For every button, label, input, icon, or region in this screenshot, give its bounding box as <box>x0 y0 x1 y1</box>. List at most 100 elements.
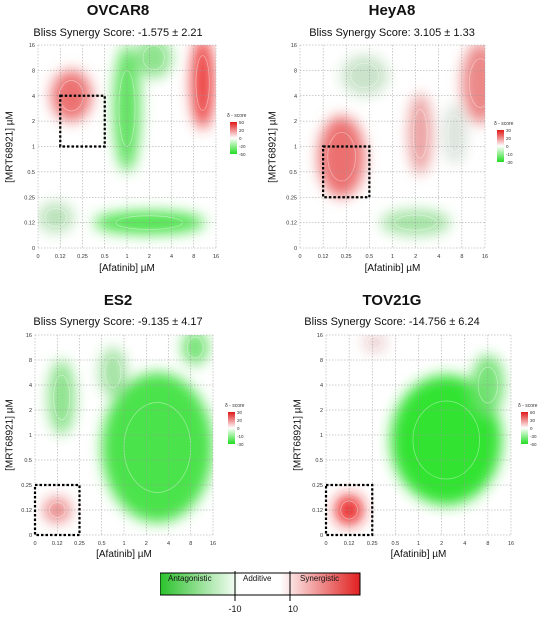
bliss-synergy-score: Bliss Synergy Score: -14.756 ± 6.24 <box>304 316 480 328</box>
x-tick-label: 0.12 <box>52 541 63 547</box>
y-tick-label: 0.12 <box>286 221 297 227</box>
x-tick-label: 16 <box>508 541 514 547</box>
x-tick-label: 8 <box>189 541 192 547</box>
y-tick-label: 4 <box>320 383 323 389</box>
x-tick-label: 0.12 <box>55 254 66 260</box>
legend-tick-label: -10 <box>506 152 513 157</box>
bliss-synergy-score: Bliss Synergy Score: -9.135 ± 4.17 <box>33 316 203 328</box>
x-tick-label: 1 <box>391 254 394 260</box>
x-tick-label: 0 <box>298 254 301 260</box>
legend-colorbar <box>230 122 237 154</box>
synergy-region <box>318 116 365 198</box>
antagonism-region <box>471 355 505 415</box>
y-tick-label: 0.5 <box>24 458 32 464</box>
scale-tick-neg10: -10 <box>228 604 242 614</box>
y-tick-label: 0.12 <box>312 508 323 514</box>
y-tick-label: 4 <box>32 94 35 100</box>
contour-line <box>44 208 67 228</box>
y-tick-label: 2 <box>32 119 35 125</box>
legend-colorbar <box>228 412 235 444</box>
x-tick-label: 16 <box>482 254 488 260</box>
y-tick-label: 16 <box>26 333 32 339</box>
x-tick-label: 2 <box>440 541 443 547</box>
y-tick-label: 8 <box>29 358 32 364</box>
y-tick-label: 0 <box>320 533 323 539</box>
legend-tick-label: -60 <box>530 442 537 447</box>
y-tick-label: 0.25 <box>21 483 32 489</box>
legend-tick-label: 0 <box>530 426 533 431</box>
y-tick-label: 1 <box>29 433 32 439</box>
bliss-synergy-score: Bliss Synergy Score: -1.575 ± 2.21 <box>33 27 203 39</box>
y-tick-label: 2 <box>294 119 297 125</box>
x-tick-label: 16 <box>210 541 216 547</box>
x-tick-label: 0.5 <box>392 541 400 547</box>
legend-tick-label: 0 <box>506 144 509 149</box>
heatmap-plot: 0 0.12 0.25 0.5 1 2 4 8 16 0 0.12 0.25 0.5 1 2 4 8 16 <box>286 43 488 260</box>
x-axis-label: [Afatinib] µM <box>364 263 421 274</box>
antagonism-region <box>135 45 172 78</box>
antagonism-region <box>38 202 74 233</box>
legend-tick-label: -30 <box>530 434 537 439</box>
contour-line <box>412 400 480 480</box>
y-tick-label: 0 <box>29 533 32 539</box>
contour-line <box>142 45 165 71</box>
legend-title: δ - score <box>494 121 514 127</box>
antagonism-region <box>48 360 76 435</box>
legend-title: δ - score <box>227 113 247 119</box>
y-tick-label: 2 <box>29 408 32 414</box>
x-tick-label: 8 <box>460 254 463 260</box>
highlight-box <box>33 483 81 537</box>
antagonism-region <box>181 335 209 365</box>
legend-tick-label: 60 <box>530 410 536 415</box>
legend-title: δ - score <box>518 403 538 409</box>
x-tick-label: 4 <box>463 541 466 547</box>
legend-colorbar <box>521 412 528 444</box>
legend-tick-label: 30 <box>237 410 243 415</box>
x-axis-label: [Afatinib] µM <box>99 263 155 274</box>
x-tick-label: 1 <box>122 541 125 547</box>
y-tick-label: 4 <box>29 383 32 389</box>
contour-line <box>186 336 204 359</box>
y-tick-label: 16 <box>317 333 323 339</box>
x-tick-label: 0.12 <box>318 254 329 260</box>
y-tick-label: 1 <box>32 145 35 151</box>
legend-tick-label: 20 <box>237 418 243 423</box>
color-legend: 30 20 0 -10 -30 <box>228 410 244 447</box>
color-legend: 30 20 0 -10 -30 <box>497 128 513 165</box>
legend-tick-label: 30 <box>530 418 536 423</box>
x-tick-label: 8 <box>486 541 489 547</box>
synergy-scale-bar <box>160 571 361 601</box>
y-tick-label: 0.12 <box>24 221 35 227</box>
x-tick-label: 0.25 <box>341 254 352 260</box>
heatmap-plot: 0 0.12 0.25 0.5 1 2 4 8 16 0 0.12 0.25 0.5 1 2 4 8 16 <box>21 333 216 547</box>
legend-tick-label: -50 <box>239 152 246 157</box>
bliss-synergy-score: Bliss Synergy Score: 3.105 ± 1.33 <box>309 27 475 39</box>
x-tick-label: 0.5 <box>366 254 374 260</box>
synergy-region <box>191 45 214 129</box>
legend-tick-label: 0 <box>239 136 242 141</box>
y-tick-label: 16 <box>291 43 297 49</box>
contour-line <box>412 109 428 159</box>
y-tick-label: 0.25 <box>286 195 297 201</box>
legend-colorbar <box>497 130 504 162</box>
legend-tick-label: -30 <box>506 160 513 165</box>
y-tick-label: 8 <box>32 68 35 74</box>
legend-tick-label: 0 <box>237 426 240 431</box>
x-tick-label: 0.25 <box>367 541 378 547</box>
color-legend: 50 20 0 -20 -50 <box>230 120 246 157</box>
y-tick-label: 8 <box>320 358 323 364</box>
contour-line <box>53 374 71 421</box>
heatmap-plot: 0 0.12 0.25 0.5 1 2 4 8 16 0 0.12 0.25 0.5 1 2 4 8 16 <box>24 43 219 260</box>
highlight-box <box>324 483 374 537</box>
scale-gradient <box>160 572 361 596</box>
contour-line <box>195 55 210 111</box>
x-tick-label: 4 <box>170 254 173 260</box>
antagonism-region <box>341 55 388 96</box>
chart-title: OVCAR8 <box>86 2 150 19</box>
x-tick-label: 4 <box>167 541 170 547</box>
chart-title: HeyA8 <box>368 2 416 19</box>
y-tick-label: 0.12 <box>21 508 32 514</box>
y-tick-label: 0 <box>294 246 297 252</box>
x-tick-label: 1 <box>125 254 128 260</box>
y-tick-label: 0.5 <box>289 170 297 176</box>
